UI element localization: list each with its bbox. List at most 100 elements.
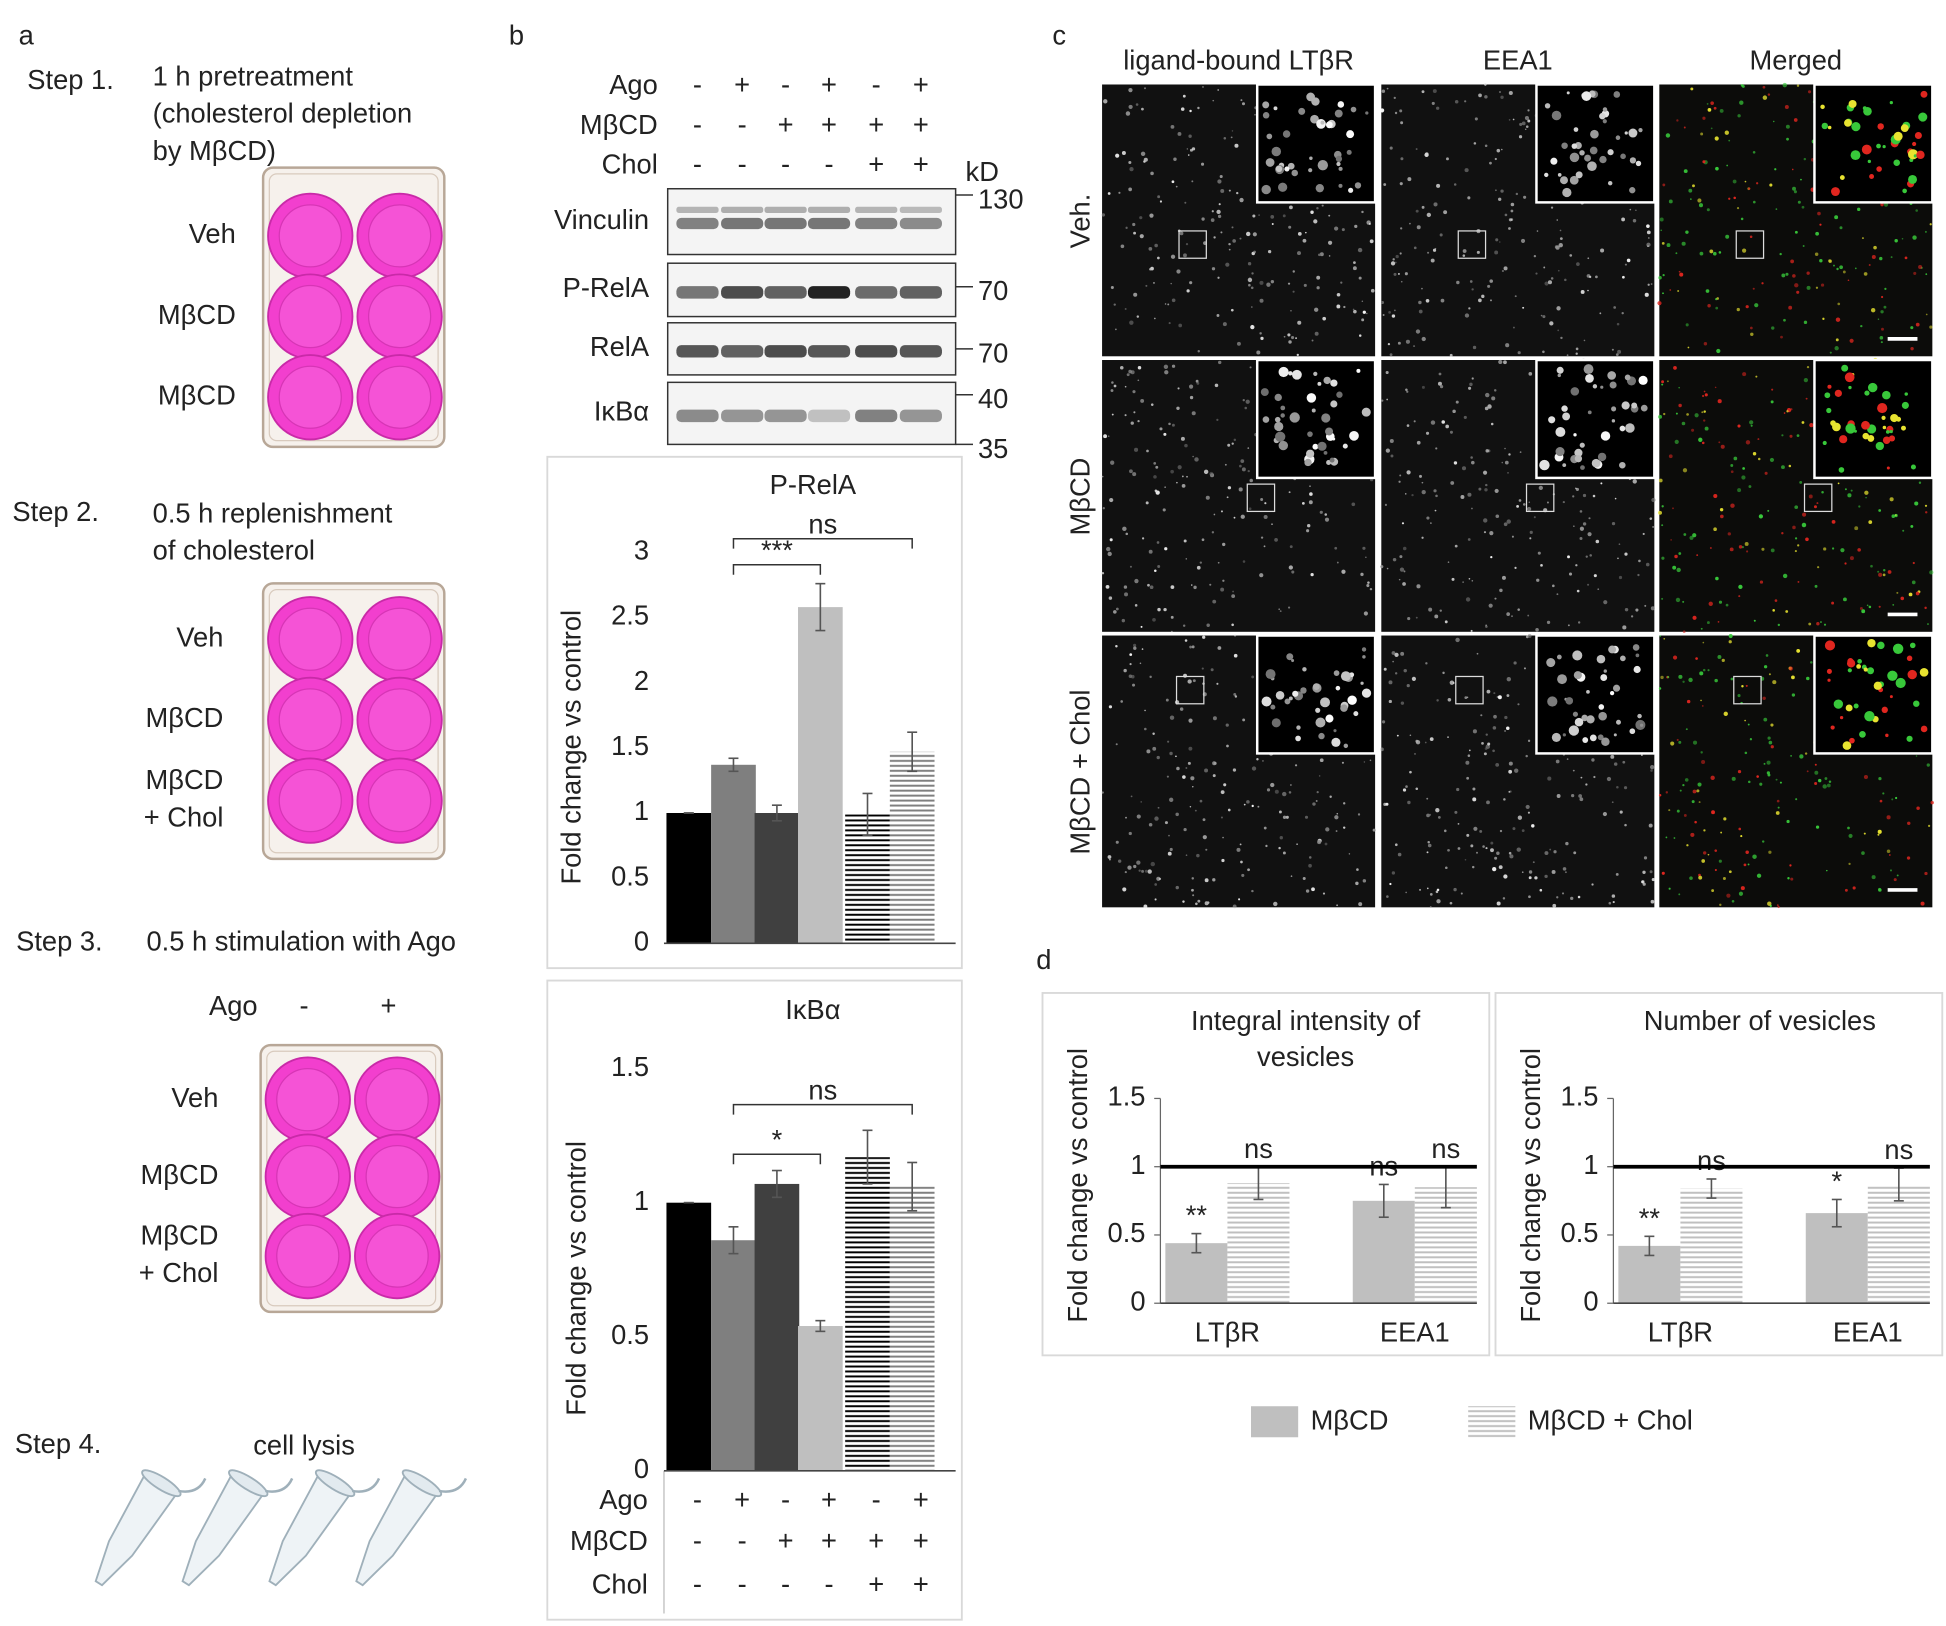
speckle <box>1720 831 1723 834</box>
speckle <box>1319 510 1323 514</box>
speckle <box>1230 308 1234 312</box>
speckle <box>1421 481 1424 484</box>
inset-speckle <box>1570 387 1580 396</box>
speckle <box>1152 617 1156 622</box>
speckle <box>1328 214 1331 217</box>
inset-speckle <box>1609 690 1615 696</box>
speckle <box>1291 570 1295 574</box>
speckle <box>1494 488 1499 494</box>
speckle <box>1713 494 1718 499</box>
speckle <box>1839 226 1843 230</box>
speckle <box>1915 591 1920 596</box>
speckle <box>1510 202 1515 207</box>
speckle <box>1413 420 1416 423</box>
speckle <box>1479 829 1483 833</box>
speckle <box>1190 776 1195 781</box>
speckle <box>1164 547 1168 551</box>
speckle <box>1850 489 1853 492</box>
bar <box>754 813 800 944</box>
speckle <box>1188 718 1193 723</box>
inset-speckle <box>1292 369 1302 380</box>
speckle <box>1597 588 1600 590</box>
speckle <box>1472 797 1477 802</box>
speckle <box>1641 754 1643 756</box>
speckle <box>1436 106 1440 110</box>
x-tick-label: EEA1 <box>1380 1316 1450 1347</box>
speckle <box>1460 892 1463 895</box>
inset-speckle <box>1547 696 1558 707</box>
inset-speckle <box>1895 677 1906 689</box>
speckle <box>1824 777 1828 780</box>
inset-speckle <box>1619 425 1626 432</box>
speckle <box>1418 300 1422 305</box>
bar <box>845 1157 890 1471</box>
speckle <box>1400 651 1405 656</box>
condition-value: + <box>913 1568 929 1599</box>
speckle <box>1271 523 1273 525</box>
speckle <box>1661 597 1664 600</box>
speckle <box>1336 812 1339 815</box>
speckle <box>1154 489 1158 493</box>
inset-speckle <box>1834 389 1842 397</box>
speckle <box>1490 556 1493 559</box>
speckle <box>1443 829 1447 833</box>
speckle <box>1230 136 1233 139</box>
speckle <box>1133 231 1136 235</box>
speckle <box>1466 833 1470 837</box>
speckle <box>1471 377 1474 380</box>
speckle <box>1150 171 1154 176</box>
speckle <box>1407 616 1411 621</box>
speckle <box>1426 813 1430 818</box>
y-axis-label: Fold change vs control <box>1515 1048 1546 1323</box>
speckle <box>1109 497 1114 503</box>
inset-speckle <box>1565 697 1574 705</box>
inset-speckle <box>1864 710 1875 722</box>
speckle <box>1144 87 1146 90</box>
speckle <box>1414 753 1416 755</box>
speckle <box>1556 593 1559 596</box>
inset-speckle <box>1338 166 1343 171</box>
speckle <box>1700 132 1704 136</box>
speckle <box>1241 467 1246 472</box>
speckle <box>1146 449 1149 453</box>
speckle <box>1443 210 1448 215</box>
speckle <box>1696 554 1699 557</box>
inset-speckle <box>1331 737 1341 747</box>
speckle <box>1650 283 1653 285</box>
speckle <box>1587 583 1590 586</box>
tube <box>268 1469 381 1587</box>
speckle <box>1149 585 1154 590</box>
speckle <box>1496 901 1501 906</box>
y-tick-label: 1 <box>634 795 649 826</box>
speckle <box>1866 604 1869 607</box>
inset-speckle <box>1607 180 1613 186</box>
speckle <box>1527 811 1531 814</box>
speckle <box>1641 880 1645 884</box>
speckle <box>1753 619 1756 622</box>
speckle <box>1220 510 1223 513</box>
speckle <box>1217 561 1220 564</box>
speckle <box>1468 307 1471 310</box>
error-bar <box>862 1129 873 1185</box>
speckle <box>1652 526 1654 528</box>
speckle <box>1117 859 1122 863</box>
speckle <box>1170 469 1174 474</box>
speckle <box>1504 460 1509 465</box>
inset-speckle <box>1557 674 1567 685</box>
speckle <box>1288 791 1292 794</box>
speckle <box>1533 255 1537 258</box>
speckle <box>1644 292 1649 297</box>
speckle <box>1236 191 1239 195</box>
speckle <box>1370 288 1375 293</box>
speckle <box>1731 776 1736 781</box>
blot-band <box>899 409 942 423</box>
blot-label: RelA <box>590 331 650 362</box>
speckle <box>1421 90 1425 94</box>
speckle <box>1828 259 1832 263</box>
speckle <box>1718 441 1721 444</box>
speckle <box>1128 831 1132 836</box>
speckle <box>1658 687 1662 690</box>
speckle <box>1400 121 1404 125</box>
significance-bracket <box>732 1103 913 1115</box>
speckle <box>1101 571 1105 575</box>
